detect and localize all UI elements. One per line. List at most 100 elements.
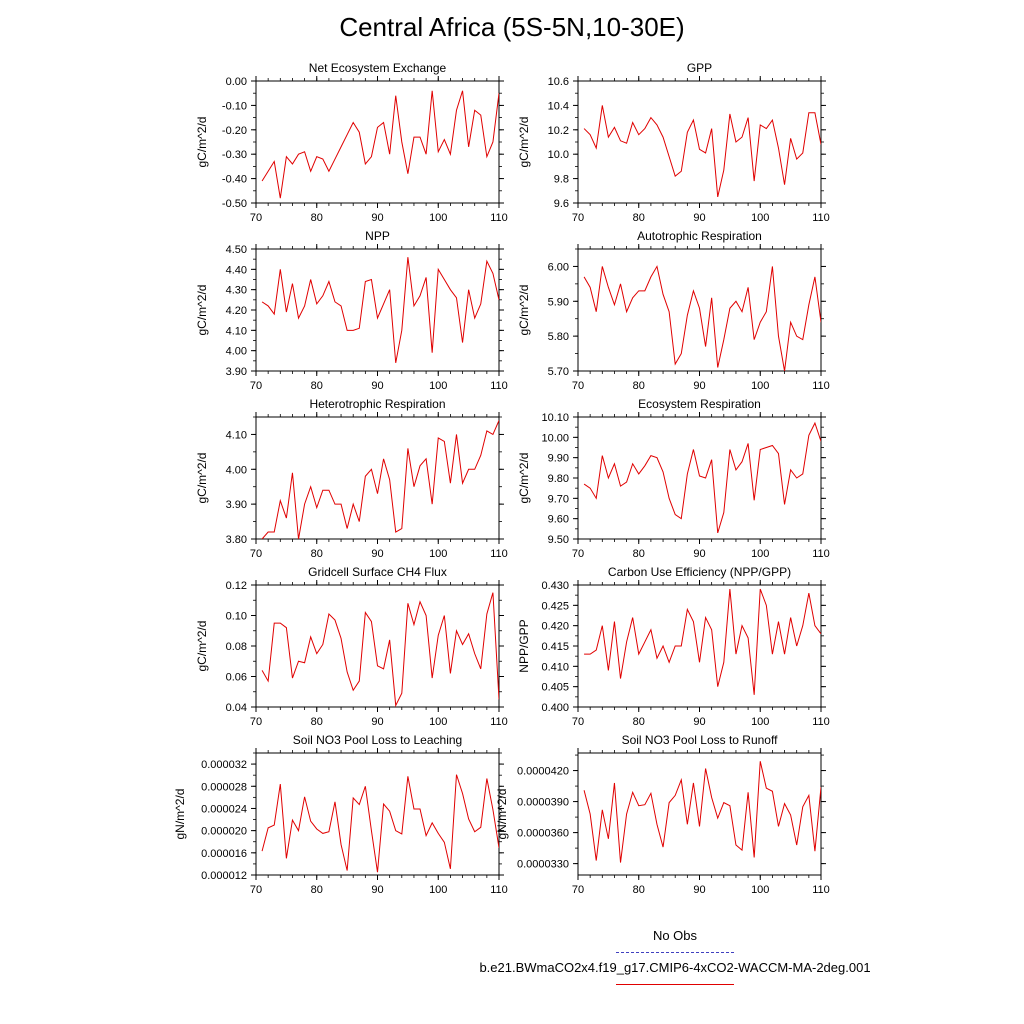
x-tick-label: 100 xyxy=(429,716,447,728)
chart-panel-1: 70 80 90 100 110 9.6 9.8 10.0 10.2 10.4 10.6 GPP gC/… xyxy=(517,61,830,224)
plot-frame xyxy=(255,80,500,204)
y-tick-label: -0.50 xyxy=(222,198,247,210)
x-tick-label: 100 xyxy=(429,380,447,392)
panel-title: Net Ecosystem Exchange xyxy=(309,61,447,75)
panel-title: Ecosystem Respiration xyxy=(638,397,761,411)
legend-label: b.e21.BWmaCO2x4.f19_g17.CMIP6-4xCO2-WACC… xyxy=(479,960,871,975)
x-tick-label: 100 xyxy=(429,548,447,560)
y-tick-label: 4.00 xyxy=(226,346,247,358)
y-tick-label: 4.10 xyxy=(226,325,247,337)
panel-title: Heterotrophic Respiration xyxy=(309,397,445,411)
y-axis-label: gC/m^2/d xyxy=(517,285,531,336)
chart-panel-9: 70 80 90 100 110 0.0000330 0.0000360 0.0000390 0… xyxy=(495,733,830,896)
x-tick-label: 70 xyxy=(572,884,584,896)
y-tick-label: 10.0 xyxy=(548,149,569,161)
x-tick-label: 90 xyxy=(371,212,383,224)
x-tick-label: 110 xyxy=(812,884,830,896)
y-tick-label: 10.4 xyxy=(548,100,569,112)
x-tick-label: 70 xyxy=(250,548,262,560)
y-tick-label: 4.50 xyxy=(226,244,247,256)
y-tick-label: 0.000028 xyxy=(201,781,247,793)
x-tick-label: 80 xyxy=(311,380,323,392)
panel-title: Gridcell Surface CH4 Flux xyxy=(308,565,447,579)
x-tick-label: 90 xyxy=(693,212,705,224)
x-tick-label: 100 xyxy=(429,884,447,896)
y-tick-label: 9.8 xyxy=(554,174,569,186)
panel-title: GPP xyxy=(687,61,712,75)
x-tick-label: 110 xyxy=(812,212,830,224)
y-tick-label: 6.00 xyxy=(548,261,569,273)
series-line-0 xyxy=(583,421,821,534)
x-tick-label: 80 xyxy=(633,716,645,728)
y-axis-label: gC/m^2/d xyxy=(195,117,209,168)
x-tick-label: 90 xyxy=(371,716,383,728)
x-tick-label: 100 xyxy=(751,716,769,728)
y-tick-label: 4.00 xyxy=(226,464,247,476)
y-tick-label: 0.00 xyxy=(226,76,247,88)
x-tick-label: 90 xyxy=(693,380,705,392)
y-tick-label: 3.90 xyxy=(226,499,247,511)
panel-title: NPP xyxy=(365,229,390,243)
legend-swatch-dashed xyxy=(616,952,734,953)
x-tick-label: 110 xyxy=(812,548,830,560)
plot-frame xyxy=(255,584,500,708)
x-tick-label: 110 xyxy=(812,716,830,728)
y-tick-label: 9.80 xyxy=(548,473,569,485)
y-tick-label: 0.12 xyxy=(226,580,247,592)
chart-panel-6: 70 80 90 100 110 0.04 0.06 0.08 0.10 0.12 Gridcell… xyxy=(195,565,508,728)
y-tick-label: 0.000020 xyxy=(201,826,247,838)
x-tick-label: 100 xyxy=(751,212,769,224)
x-tick-label: 80 xyxy=(311,884,323,896)
plot-frame xyxy=(255,752,500,876)
y-tick-label: 9.70 xyxy=(548,493,569,505)
x-tick-label: 80 xyxy=(633,884,645,896)
y-tick-label: -0.20 xyxy=(222,125,247,137)
y-tick-label: 5.80 xyxy=(548,331,569,343)
x-tick-label: 80 xyxy=(633,380,645,392)
y-tick-label: -0.40 xyxy=(222,174,247,186)
x-tick-label: 90 xyxy=(371,380,383,392)
x-tick-label: 70 xyxy=(250,380,262,392)
y-tick-label: 0.410 xyxy=(541,661,569,673)
series-line-0 xyxy=(583,761,821,863)
y-tick-label: 9.60 xyxy=(548,514,569,526)
y-tick-label: 5.90 xyxy=(548,296,569,308)
x-tick-label: 100 xyxy=(429,212,447,224)
chart-panel-7: 70 80 90 100 110 0.400 0.405 0.410 0.415 0.420 0.4… xyxy=(517,565,830,728)
y-tick-label: 0.000032 xyxy=(201,759,247,771)
y-tick-label: 9.90 xyxy=(548,453,569,465)
x-tick-label: 70 xyxy=(572,716,584,728)
y-tick-label: 4.30 xyxy=(226,285,247,297)
y-tick-label: 10.2 xyxy=(548,125,569,137)
y-tick-label: 0.415 xyxy=(541,641,569,653)
y-tick-label: -0.10 xyxy=(222,100,247,112)
x-tick-label: 90 xyxy=(371,548,383,560)
y-tick-label: 0.0000360 xyxy=(517,828,569,840)
x-tick-label: 70 xyxy=(572,380,584,392)
y-tick-label: 0.0000330 xyxy=(517,859,569,871)
panel-title: Autotrophic Respiration xyxy=(637,229,762,243)
y-tick-label: 0.425 xyxy=(541,600,569,612)
plot-frame xyxy=(255,248,500,372)
x-tick-label: 80 xyxy=(311,548,323,560)
y-axis-label: NPP/GPP xyxy=(517,619,531,672)
x-tick-label: 110 xyxy=(490,716,508,728)
x-tick-label: 70 xyxy=(250,716,262,728)
y-tick-label: 10.10 xyxy=(541,412,569,424)
chart-panel-5: 70 80 90 100 110 9.50 9.60 9.70 9.80 9.90 10.00 10.… xyxy=(517,397,830,560)
y-axis-label: gC/m^2/d xyxy=(195,285,209,336)
series-line-0 xyxy=(261,90,499,199)
y-axis-label: gC/m^2/d xyxy=(195,621,209,672)
x-tick-label: 110 xyxy=(490,884,508,896)
x-tick-label: 70 xyxy=(572,212,584,224)
x-tick-label: 90 xyxy=(693,884,705,896)
x-tick-label: 90 xyxy=(693,716,705,728)
x-tick-label: 110 xyxy=(490,548,508,560)
y-tick-label: 10.00 xyxy=(541,432,569,444)
plot-frame xyxy=(577,416,822,540)
y-tick-label: 4.40 xyxy=(226,264,247,276)
y-axis-label: gN/m^2/d xyxy=(495,789,509,840)
series-line-0 xyxy=(261,420,499,539)
